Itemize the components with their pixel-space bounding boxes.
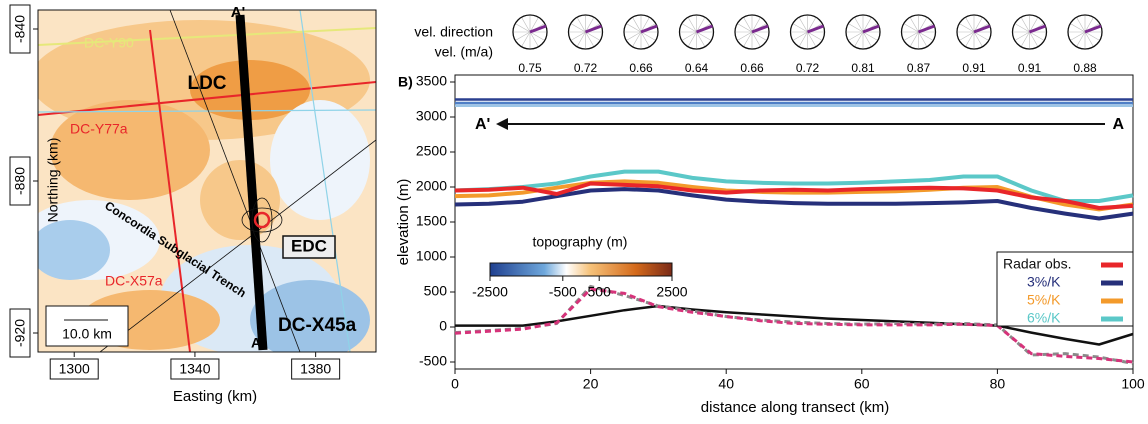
y-tick-label: 3500	[416, 73, 447, 89]
vel-value: 0.87	[907, 61, 931, 75]
colorbar-tick-label: 2500	[656, 284, 687, 300]
vel-arrow	[973, 24, 991, 34]
vel-speed-label: vel. (m/a)	[435, 44, 493, 60]
legend-label: Radar obs.	[1003, 256, 1071, 272]
legend-label: 6%/K	[1027, 310, 1061, 326]
colorbar-tick-label: -2500	[472, 284, 508, 300]
series-line	[454, 287, 1134, 364]
x-axis-label: distance along transect (km)	[701, 399, 889, 416]
legend-label: 3%/K	[1027, 274, 1061, 290]
tick-box	[9, 4, 31, 54]
y-tick-label: -920	[12, 319, 28, 347]
vel-arrow	[862, 24, 880, 34]
vel-value: 0.88	[1073, 61, 1097, 75]
map-label: DC-X57a	[105, 273, 163, 289]
vel-arrow	[584, 24, 603, 34]
vel-value: 0.72	[796, 61, 820, 75]
panel-label: B)	[398, 74, 413, 90]
y-axis-label: elevation (m)	[395, 179, 412, 266]
x-tick-label: 1340	[179, 361, 210, 377]
map-label: DC-X45a	[278, 315, 357, 336]
transect-arrowhead	[496, 118, 508, 130]
x-tick-label: 1300	[59, 361, 90, 377]
vel-arrow	[1084, 24, 1102, 34]
map-label: LDC	[187, 73, 226, 94]
arrow-label: A	[1112, 116, 1124, 133]
vel-value: 0.91	[962, 61, 986, 75]
x-tick-label: 60	[854, 376, 870, 392]
vel-value: 0.75	[518, 61, 542, 75]
x-tick-label: 1380	[300, 361, 331, 377]
y-tick-label: 3000	[416, 108, 447, 124]
tick-box	[170, 358, 220, 380]
vel-value: 0.66	[629, 61, 653, 75]
series-line	[454, 187, 1134, 221]
map-label: EDC	[291, 236, 327, 255]
vel-arrow	[640, 24, 658, 34]
colorbar	[489, 262, 673, 277]
vel-value: 0.66	[740, 61, 764, 75]
series-line	[454, 181, 1134, 210]
series-line	[455, 304, 1134, 346]
y-tick-label: 2500	[416, 143, 447, 159]
x-tick-label: 0	[451, 376, 459, 392]
tick-box	[9, 156, 31, 206]
map-label: DC-Y90	[84, 35, 134, 51]
map-image	[38, 10, 376, 352]
vel-value: 0.91	[1018, 61, 1042, 75]
series-line	[454, 169, 1134, 203]
vel-arrow	[1028, 24, 1047, 34]
x-tick-label: 20	[583, 376, 599, 392]
y-tick-label: 1000	[416, 248, 447, 264]
colorbar-tick-label: -500	[549, 284, 577, 300]
y-tick-label: 2000	[416, 178, 447, 194]
colorbar-label: topography (m)	[533, 234, 628, 250]
vel-value: 0.64	[685, 61, 709, 75]
tick-box	[9, 308, 31, 358]
vel-arrow	[806, 24, 825, 34]
map-label: DC-Y77a	[70, 121, 128, 137]
y-tick-label: -840	[12, 15, 28, 43]
tick-box	[291, 358, 341, 380]
map-label: A	[251, 335, 261, 351]
y-tick-label: 1500	[416, 213, 447, 229]
x-tick-label: 80	[990, 376, 1006, 392]
vel-value: 0.72	[574, 61, 598, 75]
map-label: A'	[231, 4, 245, 21]
vel-arrow	[917, 24, 936, 34]
vel-direction-label: vel. direction	[414, 24, 493, 40]
colorbar-tick-label: 500	[588, 284, 612, 300]
vel-value: 0.81	[851, 61, 875, 75]
y-axis-label: Northing (km)	[45, 138, 61, 223]
y-tick-label: 500	[424, 283, 448, 299]
arrow-label: A'	[475, 116, 490, 133]
y-tick-label: -880	[12, 167, 28, 195]
x-tick-label: 40	[718, 376, 734, 392]
x-tick-label: 100	[1121, 376, 1145, 392]
x-axis-label: Easting (km)	[173, 388, 257, 405]
tick-box	[49, 358, 99, 380]
y-tick-label: 0	[439, 318, 447, 334]
vel-arrow	[751, 24, 769, 34]
legend-label: 5%/K	[1027, 292, 1061, 308]
scale-label: 10.0 km	[62, 326, 112, 342]
y-tick-label: -500	[419, 353, 447, 369]
vel-arrow	[695, 24, 714, 34]
vel-arrow	[529, 24, 547, 34]
